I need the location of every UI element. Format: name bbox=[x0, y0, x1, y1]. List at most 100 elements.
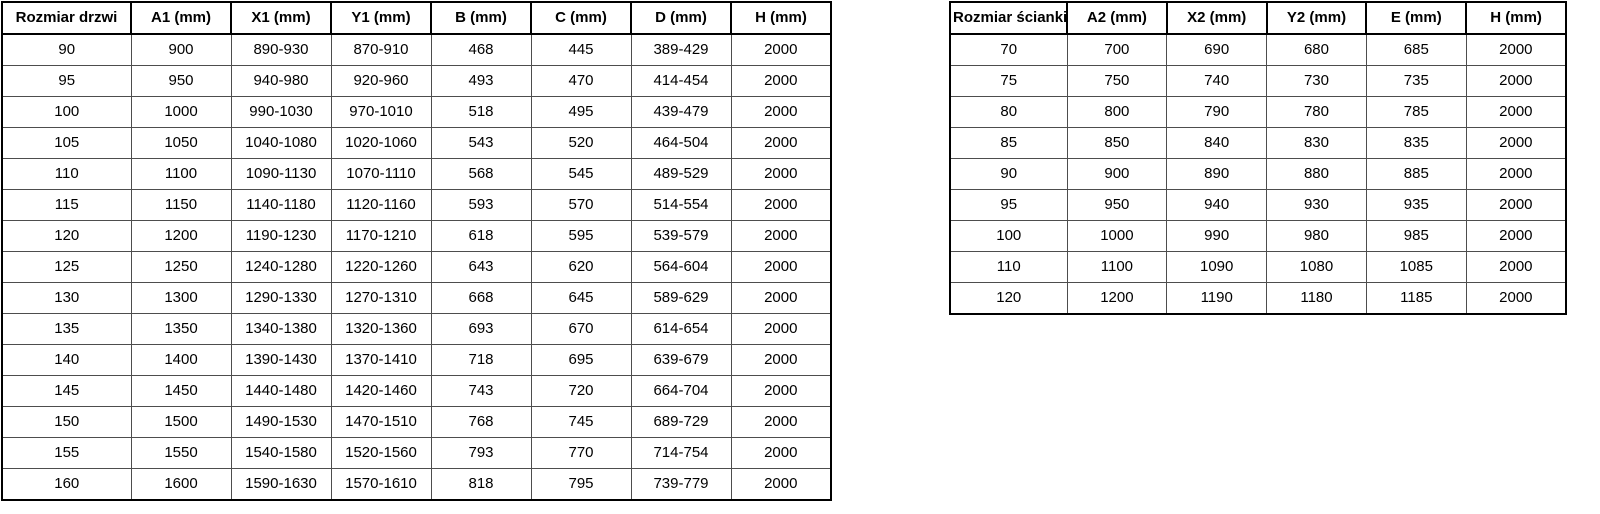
table-cell: 518 bbox=[430, 96, 532, 128]
table-cell: 100 bbox=[949, 220, 1068, 252]
table-cell: 2000 bbox=[730, 468, 832, 501]
column-header: A1 (mm) bbox=[130, 1, 232, 35]
table-row: 150 1500 1490-1530 1470-1510 768 745 689-729 20… bbox=[1, 406, 832, 438]
table-cell: 1440-1480 bbox=[230, 375, 332, 407]
table-cell: 1190 bbox=[1166, 282, 1268, 315]
table-cell: 468 bbox=[430, 33, 532, 66]
table-cell: 618 bbox=[430, 220, 532, 252]
table-cell: 75 bbox=[949, 65, 1068, 97]
table-row: 110 1100 1090 1080 1085 2000 bbox=[949, 251, 1567, 283]
table-cell: 793 bbox=[430, 437, 532, 469]
table-cell: 643 bbox=[430, 251, 532, 283]
wall-size-table: Rozmiar ścianki A2 (mm) X2 (mm) Y2 (mm) E (m… bbox=[949, 1, 1567, 315]
table-cell: 1120-1160 bbox=[330, 189, 432, 221]
table-cell: 1100 bbox=[130, 158, 232, 190]
table-cell: 2000 bbox=[730, 437, 832, 469]
table-cell: 493 bbox=[430, 65, 532, 97]
table-cell: 689-729 bbox=[630, 406, 732, 438]
table-cell: 940-980 bbox=[230, 65, 332, 97]
table-cell: 145 bbox=[1, 375, 132, 407]
table-cell: 668 bbox=[430, 282, 532, 314]
table-cell: 110 bbox=[1, 158, 132, 190]
table-cell: 1090-1130 bbox=[230, 158, 332, 190]
table-cell: 970-1010 bbox=[330, 96, 432, 128]
table-cell: 730 bbox=[1266, 65, 1367, 97]
table-cell: 870-910 bbox=[330, 33, 432, 66]
column-header: Rozmiar ścianki bbox=[949, 1, 1068, 35]
table-cell: 890-930 bbox=[230, 33, 332, 66]
table-cell: 693 bbox=[430, 313, 532, 345]
table-cell: 835 bbox=[1365, 127, 1467, 159]
table-cell: 818 bbox=[430, 468, 532, 501]
table-cell: 850 bbox=[1066, 127, 1168, 159]
table-row: 90 900 890 880 885 2000 bbox=[949, 158, 1567, 190]
table-cell: 900 bbox=[1066, 158, 1168, 190]
column-header: Rozmiar drzwi bbox=[1, 1, 132, 35]
table-cell: 1220-1260 bbox=[330, 251, 432, 283]
table-row: 125 1250 1240-1280 1220-1260 643 620 564-604 20… bbox=[1, 251, 832, 283]
table-cell: 745 bbox=[530, 406, 632, 438]
table-row: 100 1000 990-1030 970-1010 518 495 439-479 2000 bbox=[1, 96, 832, 128]
table-row: 85 850 840 830 835 2000 bbox=[949, 127, 1567, 159]
table-row: 90 900 890-930 870-910 468 445 389-429 2000 bbox=[1, 33, 832, 66]
table-cell: 489-529 bbox=[630, 158, 732, 190]
table-cell: 95 bbox=[1, 65, 132, 97]
table-cell: 990 bbox=[1166, 220, 1268, 252]
table-cell: 1080 bbox=[1266, 251, 1367, 283]
table-cell: 1300 bbox=[130, 282, 232, 314]
table-cell: 1540-1580 bbox=[230, 437, 332, 469]
table-cell: 1600 bbox=[130, 468, 232, 501]
table-cell: 800 bbox=[1066, 96, 1168, 128]
table-row: 145 1450 1440-1480 1420-1460 743 720 664-704 20… bbox=[1, 375, 832, 407]
table-row: 95 950 940-980 920-960 493 470 414-454 2000 bbox=[1, 65, 832, 97]
table-cell: 1150 bbox=[130, 189, 232, 221]
table-cell: 1190-1230 bbox=[230, 220, 332, 252]
table-cell: 2000 bbox=[730, 375, 832, 407]
table-cell: 740 bbox=[1166, 65, 1268, 97]
table-row: 80 800 790 780 785 2000 bbox=[949, 96, 1567, 128]
table-cell: 2000 bbox=[1465, 127, 1567, 159]
table-cell: 790 bbox=[1166, 96, 1268, 128]
table-cell: 1450 bbox=[130, 375, 232, 407]
table-cell: 1170-1210 bbox=[330, 220, 432, 252]
table-cell: 950 bbox=[1066, 189, 1168, 221]
table-cell: 900 bbox=[130, 33, 232, 66]
table-cell: 2000 bbox=[730, 282, 832, 314]
table-cell: 1590-1630 bbox=[230, 468, 332, 501]
table-cell: 2000 bbox=[1465, 158, 1567, 190]
table-cell: 570 bbox=[530, 189, 632, 221]
table-cell: 1470-1510 bbox=[330, 406, 432, 438]
door-table-body: 90 900 890-930 870-910 468 445 389-429 2000 95 95… bbox=[1, 33, 832, 501]
table-cell: 85 bbox=[949, 127, 1068, 159]
table-cell: 1180 bbox=[1266, 282, 1367, 315]
table-cell: 120 bbox=[949, 282, 1068, 315]
table-cell: 2000 bbox=[730, 406, 832, 438]
table-cell: 115 bbox=[1, 189, 132, 221]
table-cell: 1520-1560 bbox=[330, 437, 432, 469]
table-cell: 920-960 bbox=[330, 65, 432, 97]
table-cell: 2000 bbox=[1465, 96, 1567, 128]
table-cell: 1250 bbox=[130, 251, 232, 283]
wall-table-body: 70 700 690 680 685 2000 75 750 740 730 735 2000 80 80… bbox=[949, 33, 1567, 315]
table-cell: 885 bbox=[1365, 158, 1467, 190]
column-header: H (mm) bbox=[730, 1, 832, 35]
table-cell: 2000 bbox=[730, 158, 832, 190]
table-cell: 564-604 bbox=[630, 251, 732, 283]
table-cell: 890 bbox=[1166, 158, 1268, 190]
table-cell: 785 bbox=[1365, 96, 1467, 128]
table-row: 110 1100 1090-1130 1070-1110 568 545 489-529 20… bbox=[1, 158, 832, 190]
table-cell: 1240-1280 bbox=[230, 251, 332, 283]
table-cell: 160 bbox=[1, 468, 132, 501]
table-cell: 520 bbox=[530, 127, 632, 159]
table-cell: 1185 bbox=[1365, 282, 1467, 315]
column-header: E (mm) bbox=[1365, 1, 1468, 35]
table-cell: 1270-1310 bbox=[330, 282, 432, 314]
table-cell: 1040-1080 bbox=[230, 127, 332, 159]
table-row: 135 1350 1340-1380 1320-1360 693 670 614-654 20… bbox=[1, 313, 832, 345]
table-cell: 720 bbox=[530, 375, 632, 407]
table-cell: 2000 bbox=[730, 65, 832, 97]
table-cell: 2000 bbox=[730, 33, 832, 66]
wall-table-header-row: Rozmiar ścianki A2 (mm) X2 (mm) Y2 (mm) E (m… bbox=[949, 1, 1567, 35]
table-cell: 768 bbox=[430, 406, 532, 438]
table-cell: 1000 bbox=[130, 96, 232, 128]
